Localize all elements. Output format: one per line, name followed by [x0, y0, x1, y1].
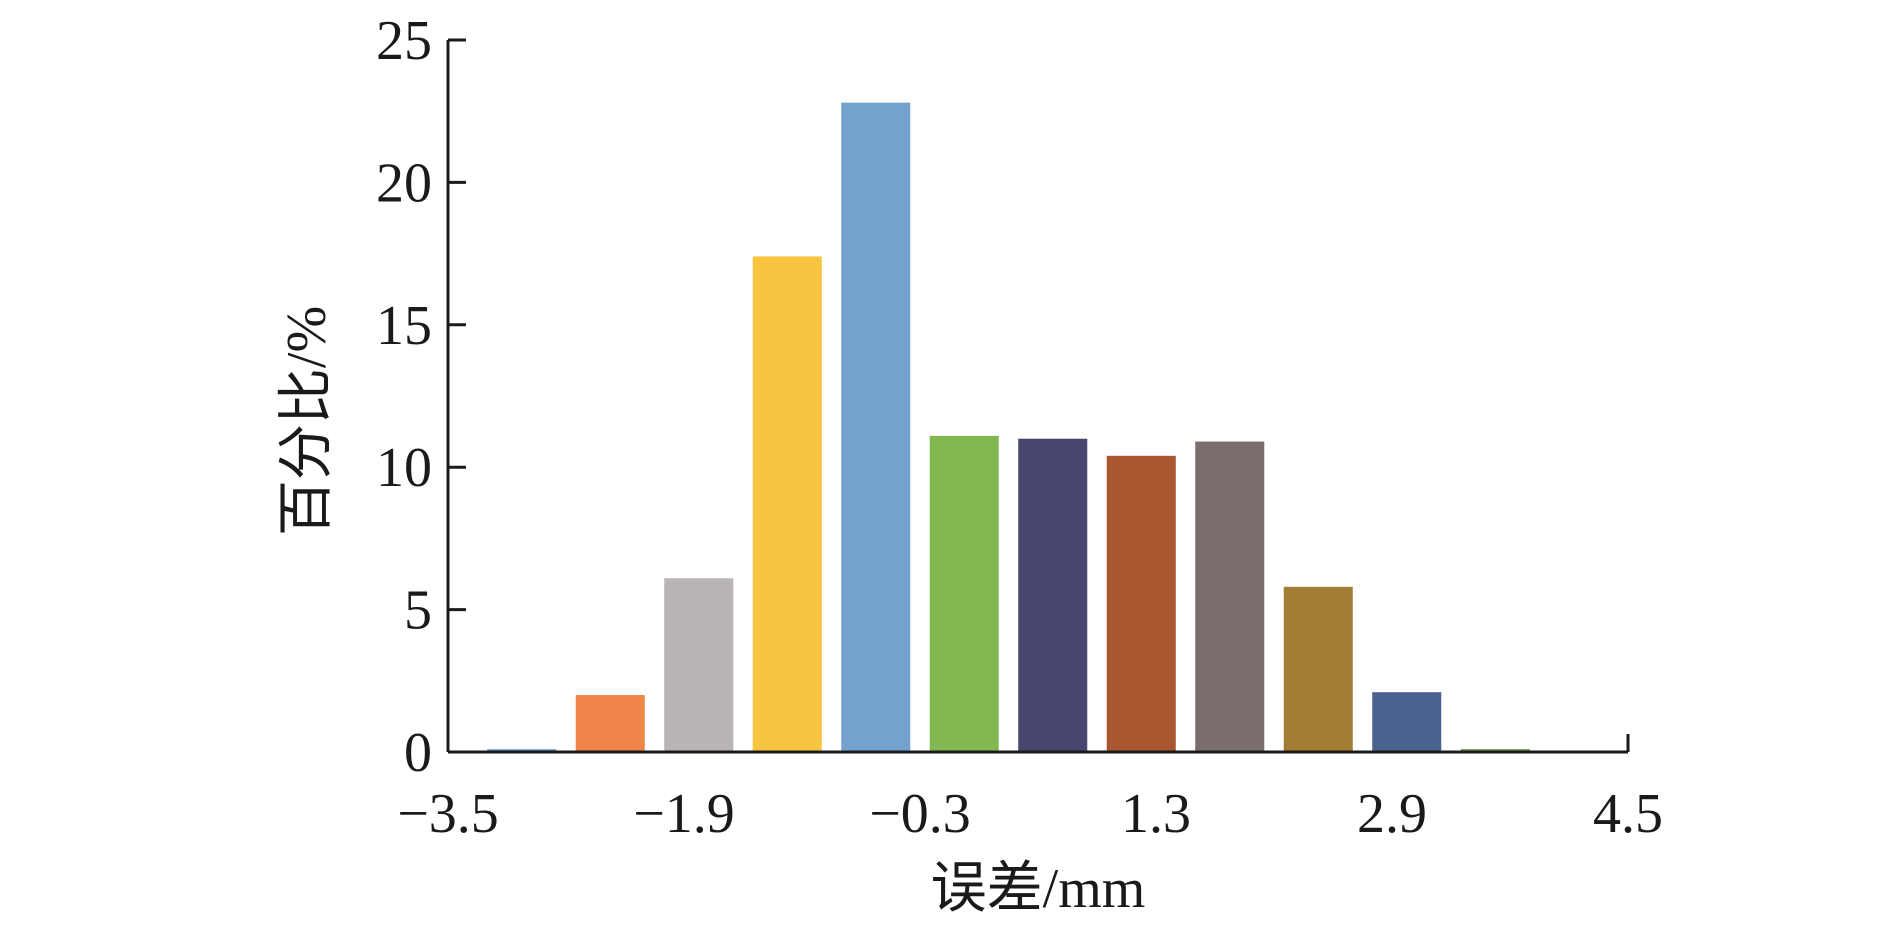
- bar-5: [929, 435, 999, 752]
- y-tick-label: 15: [376, 295, 432, 357]
- x-tick-label: 2.9: [1357, 783, 1427, 845]
- y-ticks-group: 0 5 10 15 20 25: [376, 10, 466, 784]
- bar-7: [1106, 455, 1176, 752]
- x-ticks-group: −3.5 −1.9 −0.3 1.3 2.9 4.5: [397, 734, 1663, 845]
- bar-9: [1283, 586, 1353, 752]
- x-tick-label: −0.3: [869, 783, 971, 845]
- bar-1: [575, 695, 645, 752]
- x-tick-label: −3.5: [397, 783, 499, 845]
- y-tick-label: 10: [376, 437, 432, 499]
- bar-6: [1018, 438, 1088, 752]
- y-tick-label: 5: [404, 580, 432, 642]
- bar-2: [664, 578, 734, 752]
- bars-group: [487, 102, 1530, 752]
- bar-10: [1372, 692, 1442, 752]
- y-tick-label: 25: [376, 10, 432, 72]
- bar-3: [752, 256, 822, 752]
- x-axis-title: 误差/mm: [931, 858, 1146, 920]
- x-tick-label: 4.5: [1593, 783, 1663, 845]
- y-axis-title: 百分比/%: [276, 306, 338, 536]
- bar-4: [841, 102, 911, 752]
- x-tick-label: 1.3: [1121, 783, 1191, 845]
- y-tick-label: 0: [404, 722, 432, 784]
- x-tick-label: −1.9: [633, 783, 735, 845]
- y-tick-label: 20: [376, 152, 432, 214]
- bar-8: [1195, 441, 1265, 752]
